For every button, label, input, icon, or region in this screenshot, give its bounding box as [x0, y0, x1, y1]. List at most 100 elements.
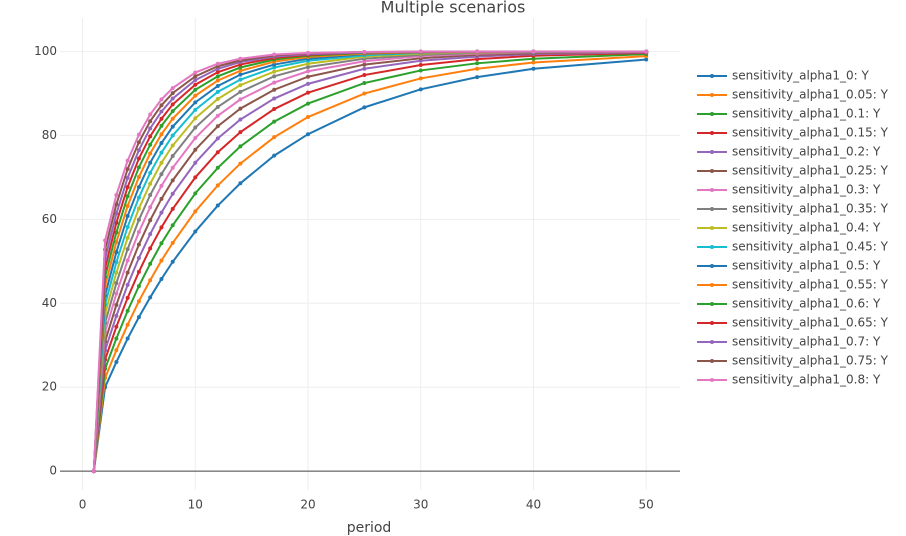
- series-marker: [644, 49, 649, 54]
- series-marker: [159, 123, 164, 128]
- series-marker: [215, 136, 220, 141]
- series-marker: [159, 150, 164, 155]
- series-marker: [148, 261, 153, 266]
- series-marker: [159, 109, 164, 114]
- x-tick-label: 10: [188, 498, 203, 512]
- series-marker: [114, 193, 119, 198]
- series-marker: [125, 258, 130, 263]
- series-marker: [125, 322, 130, 327]
- series-marker: [170, 109, 175, 114]
- series-marker: [170, 124, 175, 129]
- legend-item: sensitivity_alpha1_0.4: Y: [697, 221, 881, 235]
- series-marker: [148, 278, 153, 283]
- x-tick-label: 50: [639, 498, 654, 512]
- legend-item: sensitivity_alpha1_0.75: Y: [697, 354, 889, 368]
- series-marker: [272, 153, 277, 158]
- series-marker: [170, 223, 175, 228]
- legend-marker: [710, 340, 714, 344]
- legend-item: sensitivity_alpha1_0.5: Y: [697, 259, 881, 273]
- series-marker: [215, 96, 220, 101]
- chart-title: Multiple scenarios: [381, 0, 526, 17]
- legend-label: sensitivity_alpha1_0.2: Y: [732, 145, 881, 159]
- legend-marker: [710, 169, 714, 173]
- series-marker: [125, 308, 130, 313]
- series-marker: [159, 225, 164, 230]
- series-marker: [148, 205, 153, 210]
- series-marker: [531, 56, 536, 61]
- series-marker: [193, 100, 198, 105]
- series-marker: [306, 65, 310, 70]
- legend-item: sensitivity_alpha1_0.3: Y: [697, 183, 881, 197]
- series-marker: [125, 185, 130, 190]
- series-marker: [418, 49, 423, 54]
- series-marker: [136, 229, 141, 234]
- legend-marker: [710, 245, 714, 249]
- series-marker: [272, 69, 277, 74]
- legend-label: sensitivity_alpha1_0.35: Y: [732, 202, 889, 216]
- legend-item: sensitivity_alpha1_0: Y: [697, 69, 869, 83]
- legend-label: sensitivity_alpha1_0.25: Y: [732, 164, 889, 178]
- series-marker: [306, 50, 310, 55]
- legend-item: sensitivity_alpha1_0.6: Y: [697, 297, 881, 311]
- series-marker: [306, 101, 310, 106]
- series-marker: [272, 119, 277, 124]
- series-marker: [238, 130, 243, 135]
- series-marker: [136, 185, 141, 190]
- series-marker: [114, 240, 119, 245]
- series-marker: [238, 72, 243, 77]
- legend-label: sensitivity_alpha1_0.5: Y: [732, 259, 881, 273]
- series-marker: [238, 77, 243, 82]
- series-marker: [125, 214, 130, 219]
- series-marker: [114, 270, 119, 275]
- series-marker: [193, 209, 198, 214]
- series-marker: [238, 117, 243, 122]
- legend-item: sensitivity_alpha1_0.35: Y: [697, 202, 889, 216]
- series-marker: [215, 70, 220, 75]
- series-marker: [238, 89, 243, 94]
- series-marker: [193, 191, 198, 196]
- series-marker: [215, 83, 220, 88]
- series-marker: [362, 66, 367, 71]
- legend-marker: [710, 131, 714, 135]
- series-marker: [114, 324, 119, 329]
- series-marker: [148, 142, 153, 147]
- series-marker: [148, 193, 153, 198]
- series-marker: [170, 116, 175, 121]
- series-marker: [475, 75, 480, 80]
- series-marker: [272, 135, 277, 140]
- series-marker: [238, 181, 243, 186]
- x-tick-label: 20: [300, 498, 315, 512]
- series-marker: [136, 165, 141, 170]
- series-marker: [159, 196, 164, 201]
- series-marker: [193, 74, 198, 79]
- series-marker: [475, 61, 480, 66]
- series-marker: [362, 91, 367, 96]
- series-marker: [215, 203, 220, 208]
- series-marker: [170, 165, 175, 170]
- series-marker: [114, 220, 119, 225]
- series-marker: [215, 78, 220, 83]
- legend-marker: [710, 321, 714, 325]
- series-line: [92, 58, 647, 472]
- series-marker: [159, 141, 164, 146]
- series-marker: [148, 134, 153, 139]
- series-marker: [159, 172, 164, 177]
- series-marker: [148, 181, 153, 186]
- legend-item: sensitivity_alpha1_0.05: Y: [697, 88, 889, 102]
- series-marker: [125, 336, 130, 341]
- series-marker: [159, 97, 164, 102]
- series-marker: [531, 60, 536, 65]
- legend-marker: [710, 207, 714, 211]
- series-marker: [125, 224, 130, 229]
- series-marker: [272, 80, 277, 85]
- series-marker: [114, 202, 119, 207]
- series-marker: [170, 191, 175, 196]
- series-line: [92, 51, 647, 472]
- series-marker: [159, 276, 164, 281]
- series-marker: [238, 65, 243, 70]
- series-line: [92, 50, 647, 472]
- series-marker: [238, 161, 243, 166]
- series-marker: [170, 206, 175, 211]
- series-marker: [136, 156, 141, 161]
- series-marker: [125, 194, 130, 199]
